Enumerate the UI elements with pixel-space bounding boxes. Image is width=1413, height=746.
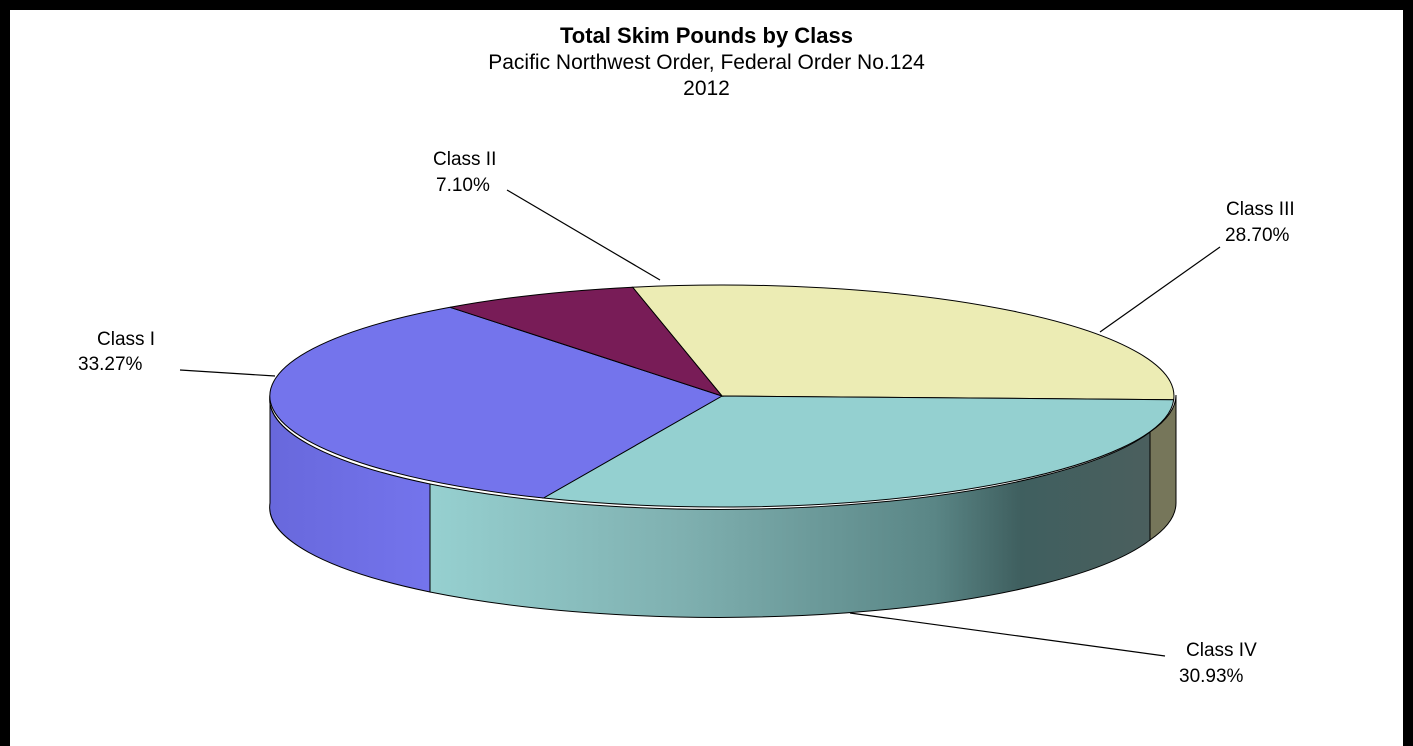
label-class-iv-name: Class IV bbox=[1186, 640, 1257, 661]
label-class-ii-value: 7.10% bbox=[436, 175, 490, 196]
label-class-iii-value: 28.70% bbox=[1225, 225, 1290, 246]
chart-year: 2012 bbox=[683, 77, 730, 100]
label-class-ii-name: Class II bbox=[433, 149, 496, 170]
leader-lines bbox=[179, 189, 1221, 657]
label-class-iv-value: 30.93% bbox=[1179, 666, 1244, 687]
chart-title: Total Skim Pounds by Class bbox=[560, 23, 853, 48]
slice-side-class-iii bbox=[1149, 394, 1177, 541]
pie-top-faces bbox=[269, 284, 1175, 508]
leader-line-class-iv bbox=[849, 612, 1166, 657]
chart-subtitle: Pacific Northwest Order, Federal Order N… bbox=[488, 51, 925, 74]
chart-title-block: Total Skim Pounds by Class Pacific North… bbox=[0, 22, 1413, 102]
label-class-i-name: Class I bbox=[97, 329, 155, 350]
pie-slice-class-iii bbox=[631, 284, 1175, 401]
leader-line-class-i bbox=[179, 369, 276, 377]
slice-labels: Class I 33.27% Class II 7.10% Class III … bbox=[78, 149, 1295, 687]
leader-line-class-iii bbox=[1099, 246, 1221, 333]
label-class-iii-name: Class III bbox=[1226, 199, 1295, 220]
leader-line-class-ii bbox=[506, 189, 661, 281]
pie-slice-class-i bbox=[269, 306, 724, 499]
pie-slice-class-ii bbox=[449, 286, 724, 398]
label-class-i-value: 33.27% bbox=[78, 354, 143, 375]
pie-slice-class-iv bbox=[541, 395, 1175, 508]
pie-side-walls bbox=[269, 394, 1177, 618]
